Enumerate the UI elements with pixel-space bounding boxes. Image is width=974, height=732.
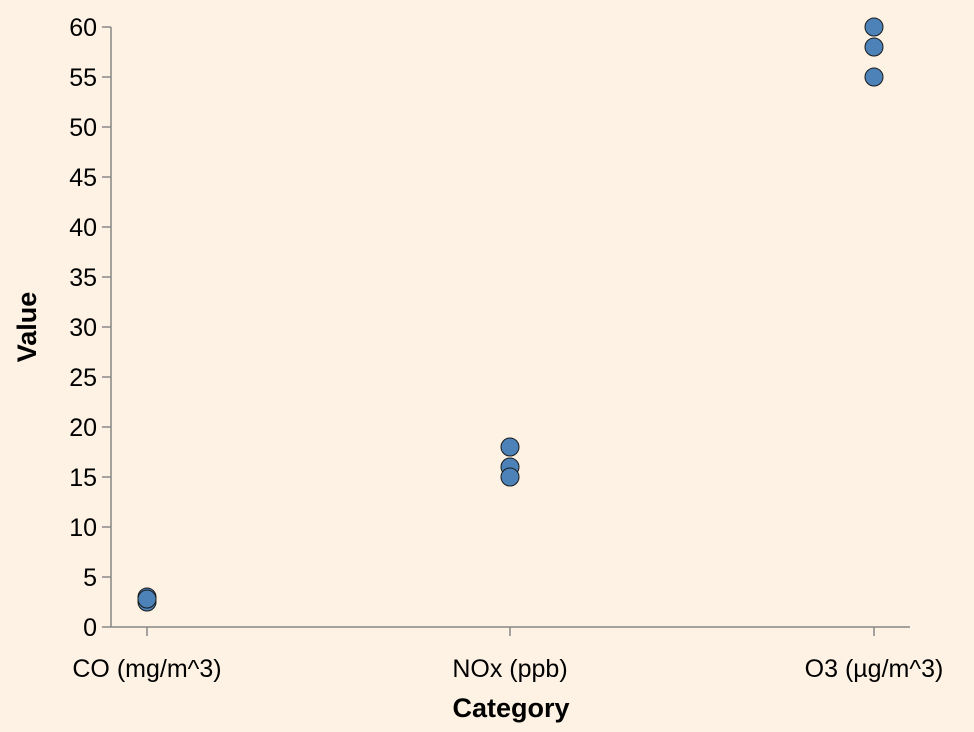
y-tick-label: 15 bbox=[69, 464, 97, 492]
data-point bbox=[137, 589, 157, 609]
data-point bbox=[864, 67, 884, 87]
y-tick-label: 55 bbox=[69, 64, 97, 92]
x-tick-label: CO (mg/m^3) bbox=[72, 655, 221, 683]
data-point bbox=[864, 37, 884, 57]
y-tick-label: 5 bbox=[83, 564, 97, 592]
y-tick-label: 25 bbox=[69, 364, 97, 392]
y-tick-label: 35 bbox=[69, 264, 97, 292]
y-tick-label: 40 bbox=[69, 214, 97, 242]
y-tick-label: 50 bbox=[69, 114, 97, 142]
data-point bbox=[864, 17, 884, 37]
data-point bbox=[500, 437, 520, 457]
y-axis-title: Value bbox=[12, 292, 42, 363]
y-tick-label: 0 bbox=[83, 614, 97, 642]
data-points bbox=[137, 17, 884, 612]
x-axis-title: Category bbox=[452, 693, 569, 723]
x-axis: CO (mg/m^3) NOx (ppb) O3 (µg/m^3) bbox=[72, 626, 944, 683]
y-tick-label: 10 bbox=[69, 514, 97, 542]
data-point bbox=[500, 467, 520, 487]
y-tick-label: 60 bbox=[69, 14, 97, 42]
y-axis: 0 5 10 15 20 25 30 35 40 45 50 55 60 bbox=[69, 14, 112, 642]
x-tick-label: NOx (ppb) bbox=[452, 655, 567, 683]
y-tick-label: 45 bbox=[69, 164, 97, 192]
y-tick-label: 30 bbox=[69, 314, 97, 342]
y-tick-label: 20 bbox=[69, 414, 97, 442]
x-tick-label: O3 (µg/m^3) bbox=[805, 655, 944, 683]
